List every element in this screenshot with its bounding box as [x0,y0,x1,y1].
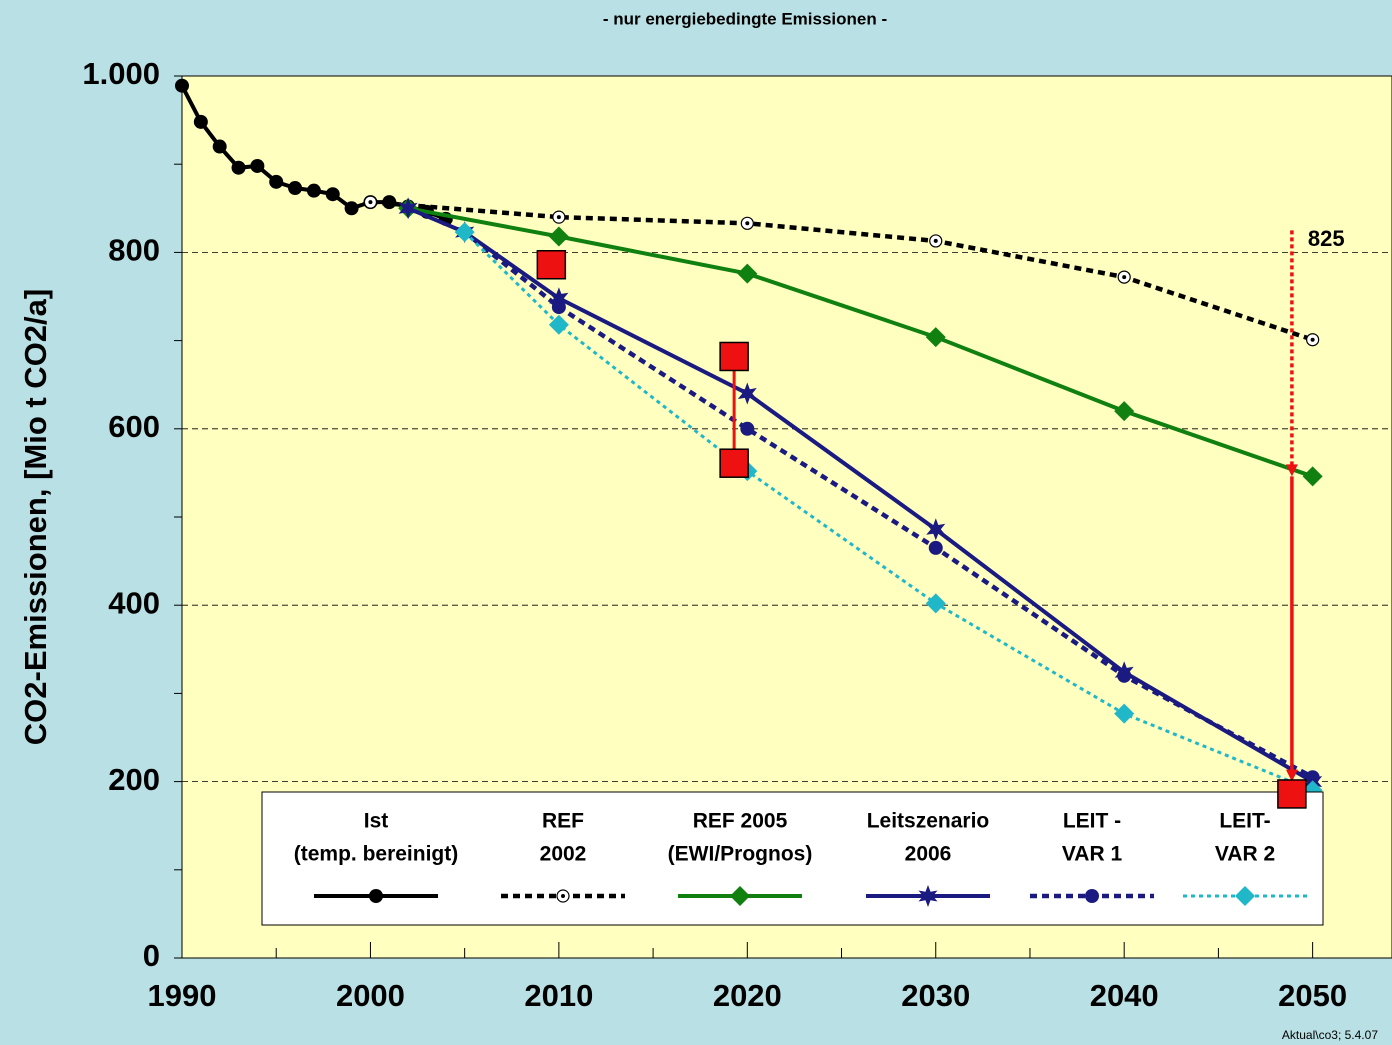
x-tick-label: 2030 [901,978,970,1013]
marker [737,382,757,405]
marker [1114,703,1135,724]
marker-center [556,215,561,220]
legend-label: LEIT- [1219,810,1270,833]
x-tick-label: 2000 [336,978,405,1013]
marker [288,181,303,196]
marker [1302,466,1323,487]
marker [306,183,321,198]
target-marker [719,341,749,372]
marker [1235,886,1255,906]
marker [193,114,208,129]
marker-center [745,221,750,226]
legend-label: 2002 [540,843,587,866]
y-tick-label: 800 [108,233,160,268]
marker [1085,889,1099,903]
y-tick-label: 1.000 [82,56,160,91]
marker [1305,770,1320,785]
x-tick-label: 2020 [713,978,782,1013]
arrow-head [1285,769,1298,782]
legend-label: REF [542,810,584,833]
target-marker [719,448,749,478]
y-axis-label: CO2-Emissionen, [Mio t CO2/a] [18,289,53,745]
legend-label: Ist [364,810,389,833]
legend-label: LEIT - [1063,810,1121,833]
marker [548,226,569,247]
marker-center [933,238,938,243]
footer: Aktual\co3; 5.4.07 [1282,1028,1378,1042]
marker [175,78,189,93]
legend-label: (EWI/Prognos) [668,843,813,866]
marker [740,421,755,436]
marker [369,889,383,903]
marker [551,300,566,315]
legend-label: 2006 [905,843,952,866]
legend-box [261,791,1324,926]
marker [231,160,246,175]
marker [325,187,340,202]
marker [344,201,359,216]
series-line [463,230,1314,780]
series-line [407,206,1314,479]
marker-center [1122,275,1127,280]
marker-center [1310,337,1315,342]
y-tick-label: 0 [143,938,160,973]
y-tick-label: 600 [108,409,160,444]
marker [730,886,750,906]
y-tick-label: 200 [108,762,160,797]
marker [454,222,475,243]
x-tick-label: 2050 [1278,978,1347,1013]
marker [398,197,418,220]
marker [925,593,946,614]
annotation-label: 825 [1308,226,1345,251]
marker-center [368,200,373,205]
marker [737,263,758,284]
legend-label: REF 2005 [693,810,788,833]
marker [1117,668,1132,683]
marker [269,174,284,189]
marker [548,314,569,335]
x-tick-label: 2040 [1090,978,1159,1013]
target-marker [1277,779,1307,809]
marker [928,540,943,555]
legend-label: VAR 1 [1062,843,1123,866]
chart-subtitle: - nur energiebedingte Emissionen - [603,9,887,28]
y-tick-label: 400 [108,585,160,620]
legend-label: VAR 2 [1215,843,1275,866]
legend-label: (temp. bereinigt) [294,843,459,866]
marker [926,518,946,541]
x-tick-label: 2010 [524,978,593,1013]
marker [1114,401,1135,422]
legend-label: Leitszenario [867,810,990,833]
marker [549,287,569,310]
marker-center [561,894,565,898]
series-line [370,199,1314,342]
x-tick-label: 1990 [148,978,217,1013]
marker [918,885,938,907]
target-marker [536,249,567,280]
marker [925,327,946,348]
marker [212,139,227,154]
arrow-head [1285,464,1298,477]
marker [250,158,265,173]
